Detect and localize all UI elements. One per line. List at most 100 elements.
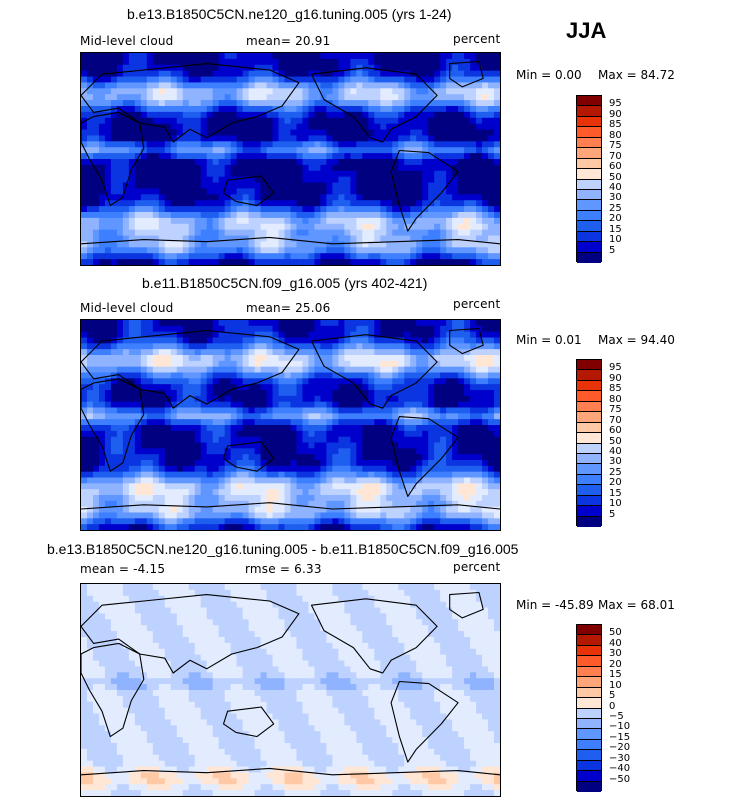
colorbar-box (577, 106, 601, 117)
panel2-max: Max = 94.40 (598, 333, 675, 347)
colorbar-box (577, 189, 601, 201)
colorbar-tick-label: −20 (609, 742, 631, 754)
colorbar-tick-label: 10 (609, 679, 622, 691)
colorbar-tick-label: 90 (609, 372, 622, 384)
colorbar-tick-label: 85 (609, 119, 622, 131)
colorbar-tick-label: 25 (609, 466, 622, 478)
colorbar-box (577, 516, 601, 527)
colorbar-box (577, 698, 601, 709)
coastline (449, 591, 484, 619)
colorbar-box (577, 666, 601, 678)
colorbar-tick-label: −30 (609, 752, 631, 764)
colorbar-tick-label: −40 (609, 763, 631, 775)
colorbar-box (577, 781, 601, 792)
colorbar-tick-label: 50 (609, 171, 622, 183)
colorbar-box (577, 148, 601, 159)
colorbar-box (577, 739, 601, 751)
colorbar-box (577, 370, 601, 381)
colorbar-box (577, 179, 601, 190)
panel3-mean: mean = -4.15 (80, 562, 166, 576)
colorbar-tick-label: 10 (609, 234, 622, 246)
map-field (81, 584, 500, 796)
colorbar-tick-label: 95 (609, 98, 622, 110)
colorbar-box (577, 656, 601, 667)
panel3-map (80, 583, 501, 797)
panel1-mean: mean= 20.91 (246, 34, 331, 48)
colorbar-tick-label: 85 (609, 383, 622, 395)
colorbar-tick-label: 80 (609, 393, 622, 405)
colorbar-box (577, 718, 601, 730)
colorbar-box (577, 443, 601, 454)
panel1-max: Max = 84.72 (598, 68, 675, 82)
colorbar-box (577, 771, 601, 782)
colorbar-tick-label: 30 (609, 456, 622, 468)
coastline (81, 502, 500, 510)
panel2-title: b.e11.B1850C5CN.f09_g16.005 (yrs 402-421… (142, 275, 428, 291)
colorbar-box (577, 433, 601, 444)
panel2-map (80, 319, 501, 531)
colorbar-tick-label: 15 (609, 487, 622, 499)
colorbar-tick-label: −50 (609, 773, 631, 785)
colorbar-box (577, 506, 601, 517)
colorbar-box (577, 760, 601, 772)
colorbar-box (577, 422, 601, 434)
colorbar-tick-label: 10 (609, 498, 622, 510)
map-canvas (81, 53, 500, 265)
coastline (222, 441, 275, 472)
panel3-title: b.e13.B1850C5CN.ne120_g16.tuning.005 - b… (47, 541, 519, 557)
colorbar-box (577, 221, 601, 232)
coastline (310, 598, 438, 674)
panel2-min: Min = 0.01 (516, 333, 582, 347)
panel2-mean: mean= 25.06 (246, 301, 331, 315)
colorbar-box (577, 625, 601, 636)
colorbar-tick-label: −10 (609, 721, 631, 733)
colorbar-tick-label: −5 (609, 710, 624, 722)
colorbar-box (577, 96, 601, 107)
colorbar-tick-label: 50 (609, 435, 622, 447)
panel1-variable-label: Mid-level cloud (80, 34, 174, 48)
colorbar-tick-label: 15 (609, 223, 622, 235)
colorbar-box (577, 677, 601, 688)
coastline (390, 680, 459, 763)
coastline (81, 378, 145, 472)
colorbar-box (577, 391, 601, 402)
panel3-colorbar (576, 624, 602, 792)
coastline (81, 111, 145, 207)
colorbar-box (577, 708, 601, 719)
panel3-max: Max = 68.01 (598, 598, 675, 612)
colorbar-box (577, 729, 601, 740)
colorbar-box (577, 242, 601, 253)
coastline (310, 334, 438, 409)
coastline (310, 67, 438, 143)
coastline (390, 416, 459, 497)
colorbar-box (577, 169, 601, 180)
colorbar-tick-label: 5 (609, 508, 616, 520)
colorbar-tick-label: 20 (609, 477, 622, 489)
colorbar-box (577, 453, 601, 465)
colorbar-box (577, 252, 601, 263)
colorbar-tick-label: 70 (609, 414, 622, 426)
map-field (81, 320, 500, 530)
coastline (81, 63, 300, 143)
panel3-min: Min = -45.89 (516, 598, 594, 612)
colorbar-box (577, 464, 601, 475)
coastline (449, 60, 484, 88)
colorbar-tick-label: 50 (609, 627, 622, 639)
coastline (81, 594, 300, 674)
colorbar-tick-label: 20 (609, 213, 622, 225)
map-field (81, 53, 500, 265)
panel2-units: percent (453, 297, 501, 311)
colorbar-box (577, 231, 601, 243)
colorbar-box (577, 687, 601, 699)
colorbar-box (577, 635, 601, 646)
map-canvas (81, 320, 500, 530)
colorbar-box (577, 401, 601, 413)
panel3-rmse: rmse = 6.33 (245, 562, 322, 576)
colorbar-tick-label: −15 (609, 731, 631, 743)
colorbar-tick-label: 60 (609, 161, 622, 173)
colorbar-box (577, 210, 601, 222)
colorbar-tick-label: 75 (609, 140, 622, 152)
coastline (81, 767, 500, 776)
season-label: JJA (566, 18, 607, 43)
colorbar-tick-label: 40 (609, 445, 622, 457)
